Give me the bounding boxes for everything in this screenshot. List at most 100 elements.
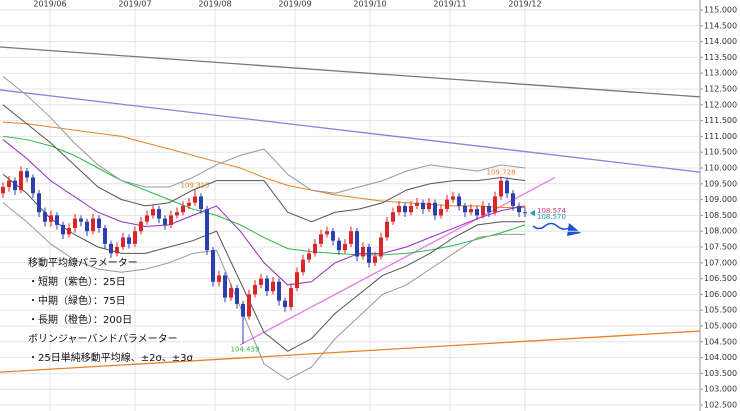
indicator-line: [2, 75, 526, 194]
candle-body: [61, 224, 65, 235]
candle-body: [355, 231, 359, 257]
candle-body: [379, 237, 383, 257]
y-tick-label: 111.500: [704, 116, 737, 125]
candle-body: [163, 218, 167, 225]
candle-body: [1, 186, 5, 194]
indicator-line: [2, 202, 525, 381]
candle-body: [307, 253, 311, 260]
candle-body: [193, 196, 197, 203]
note-text: ・中期（緑色）：75日: [28, 294, 126, 307]
x-tick-label: 2019/12: [508, 0, 541, 9]
candle-body: [175, 212, 179, 216]
note-text: ・25日単純移動平均線、±2σ、±3σ: [28, 351, 194, 364]
candle-body: [427, 202, 431, 210]
candle-body: [37, 193, 41, 213]
candle-body: [505, 180, 509, 194]
candle-body: [469, 209, 473, 213]
candle-body: [415, 202, 419, 206]
candle-body: [337, 240, 341, 251]
y-tick-label: 104.000: [704, 353, 737, 362]
candle-body: [31, 177, 35, 194]
candle-body: [7, 180, 11, 187]
y-tick-label: 106.000: [704, 290, 737, 299]
candle-body: [169, 215, 173, 225]
candle-body: [289, 288, 293, 308]
candle-body: [55, 215, 59, 225]
y-tick-label: 103.000: [704, 385, 737, 394]
candle-body: [283, 300, 287, 308]
candle-body: [325, 231, 329, 235]
candle-body: [523, 212, 527, 214]
candle-body: [361, 247, 365, 257]
candle-body: [145, 215, 149, 222]
high-label: 109.728: [487, 169, 516, 177]
candle-body: [277, 281, 281, 301]
note-text: ・短期（紫色）：25日: [28, 275, 126, 288]
candle-body: [391, 212, 395, 222]
price-label: 108.570: [537, 213, 566, 221]
candle-body: [313, 243, 317, 254]
trend-line: [0, 330, 701, 373]
candle-body: [121, 237, 125, 247]
candle-body: [409, 205, 413, 213]
candle-body: [385, 221, 389, 238]
y-tick-label: 112.000: [704, 100, 737, 109]
candle-body: [103, 228, 107, 244]
y-tick-label: 107.500: [704, 243, 737, 252]
low-label: 104.439: [231, 346, 260, 354]
candle-body: [511, 193, 515, 206]
candle-body: [331, 231, 335, 241]
candle-body: [181, 205, 185, 213]
candle-body: [349, 231, 353, 244]
y-tick-label: 102.500: [704, 401, 737, 410]
candle-body: [115, 247, 119, 254]
x-tick-label: 2019/07: [118, 0, 151, 9]
x-tick-label: 2019/06: [33, 0, 66, 9]
x-tick-label: 2019/10: [353, 0, 386, 9]
candle-body: [97, 218, 101, 229]
candle-body: [457, 196, 461, 206]
forecast-arrow: [532, 222, 570, 230]
y-tick-label: 112.500: [704, 85, 737, 94]
y-tick-label: 108.500: [704, 211, 737, 220]
candle-body: [253, 284, 257, 295]
candle-body: [367, 247, 371, 263]
candle-body: [133, 231, 137, 244]
candle-body: [139, 221, 143, 232]
y-tick-label: 106.500: [704, 274, 737, 283]
candle-body: [19, 171, 23, 191]
candle-body: [43, 212, 47, 222]
candle-body: [187, 202, 191, 206]
y-tick-label: 105.000: [704, 322, 737, 331]
candle-body: [49, 215, 53, 222]
candle-body: [445, 199, 449, 210]
candle-body: [433, 202, 437, 216]
price-label: 108.574: [537, 207, 566, 215]
indicator-line: [2, 121, 525, 208]
candle-body: [235, 288, 239, 304]
candle-body: [199, 196, 203, 210]
candle-body: [439, 209, 443, 216]
candle-body: [229, 288, 233, 298]
candle-body: [85, 221, 89, 232]
x-tick-label: 2019/11: [433, 0, 466, 9]
y-tick-label: 115.000: [704, 6, 737, 15]
x-tick-label: 2019/08: [198, 0, 231, 9]
candle-body: [67, 228, 71, 235]
y-tick-label: 105.500: [704, 306, 737, 315]
candle-body: [517, 205, 521, 213]
candle-body: [499, 180, 503, 197]
candle-body: [265, 278, 269, 292]
candle-body: [25, 171, 29, 178]
candle-body: [487, 205, 491, 213]
y-tick-label: 114.500: [704, 21, 737, 30]
trend-line: [0, 89, 701, 173]
candle-body: [451, 196, 455, 200]
indicator-line: [2, 173, 525, 352]
candle-body: [241, 303, 245, 317]
y-tick-label: 103.500: [704, 369, 737, 378]
candle-body: [271, 281, 275, 292]
candle-body: [211, 250, 215, 282]
candle-body: [217, 275, 221, 282]
candle-body: [397, 205, 401, 213]
